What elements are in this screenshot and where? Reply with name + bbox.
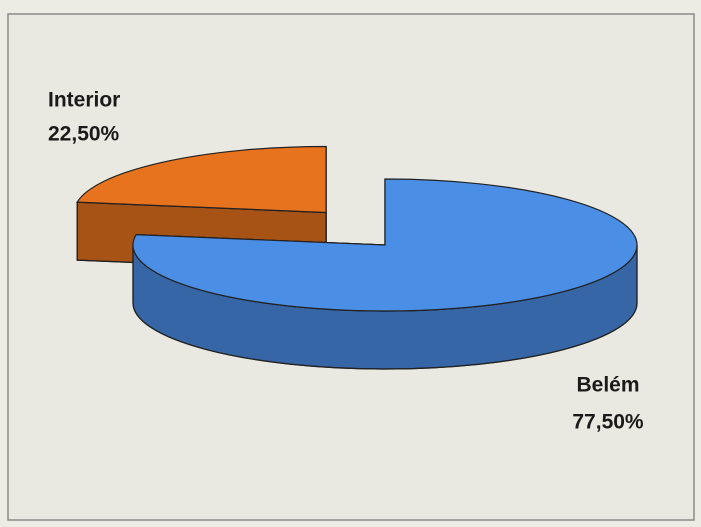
slice-value-label: 22,50%: [48, 123, 120, 146]
slice-label: Interior: [48, 89, 120, 112]
slice-top: [76, 145, 327, 214]
slice: [132, 178, 638, 370]
slice-top: [132, 178, 638, 312]
slice-label: Belém: [576, 374, 639, 397]
slice-value-label: 77,50%: [572, 411, 644, 434]
